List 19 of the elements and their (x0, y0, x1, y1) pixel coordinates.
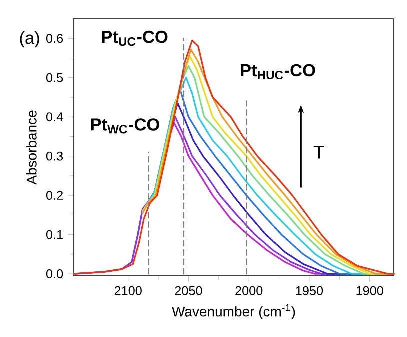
x-tick-label: 2100 (114, 286, 142, 296)
y-tick-label: 0.5 (46, 73, 64, 82)
x-tick-label: 1950 (296, 286, 324, 296)
annotation: Pt$_{HUC}$-CO (241, 64, 316, 80)
annotation: T (314, 146, 324, 159)
annotation: Pt$_{WC}$-CO (91, 118, 160, 134)
x-tick-label: 2000 (236, 286, 263, 296)
x-tick-label: 1900 (356, 286, 384, 296)
y-tick-label: 0.4 (46, 112, 64, 122)
y-tick-label: 0.1 (46, 230, 63, 240)
x-tick-label: 2050 (175, 286, 202, 296)
y-tick-label: 0.0 (46, 270, 64, 279)
y-axis-title: Absorbance (26, 110, 37, 185)
annotation: Pt$_{UC}$-CO (102, 30, 168, 46)
text: (a) (20, 31, 40, 48)
x-axis-title: Wavenumber (cm$^{-1}$) (172, 304, 296, 320)
y-tick-label: 0.2 (46, 191, 63, 200)
y-tick-label: 0.3 (46, 152, 64, 161)
y-tick-label: 0.6 (46, 34, 64, 44)
